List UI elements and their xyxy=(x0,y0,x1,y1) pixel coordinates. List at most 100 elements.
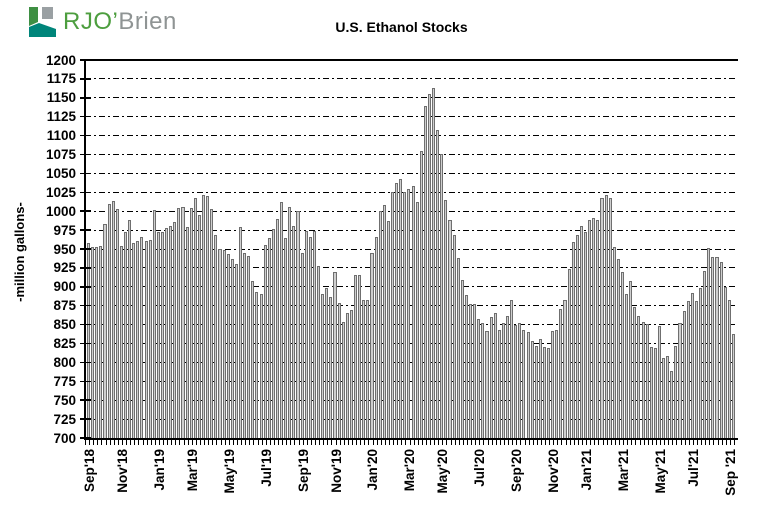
x-tick xyxy=(163,440,165,445)
x-tick xyxy=(331,440,333,445)
y-tick xyxy=(80,59,91,61)
x-tick-label: Nov'19 xyxy=(328,449,344,493)
bar xyxy=(596,219,600,438)
y-tick xyxy=(80,191,91,194)
bar xyxy=(115,208,119,438)
x-tick-label: Sep '21 xyxy=(722,449,738,496)
x-tick xyxy=(286,440,288,445)
bar xyxy=(505,315,510,438)
x-tick xyxy=(187,440,189,445)
x-tick-label: Nov'20 xyxy=(546,449,562,493)
x-tick xyxy=(635,440,637,445)
gridline xyxy=(85,286,737,288)
x-tick xyxy=(282,440,284,445)
bar xyxy=(427,94,431,438)
x-tick xyxy=(130,440,132,445)
x-tick xyxy=(212,440,214,445)
bar xyxy=(247,255,251,438)
x-tick xyxy=(434,440,436,445)
bar xyxy=(715,257,719,438)
bar xyxy=(432,87,436,438)
x-tick xyxy=(319,440,321,445)
bar xyxy=(255,292,259,438)
bar xyxy=(588,220,592,438)
bar xyxy=(666,356,670,438)
bar xyxy=(653,348,657,438)
bar xyxy=(616,258,620,438)
x-tick xyxy=(725,440,727,445)
y-axis-title: -million gallons- xyxy=(12,202,27,302)
x-tick xyxy=(680,440,682,445)
x-tick xyxy=(150,440,152,445)
bar xyxy=(464,295,468,438)
x-tick xyxy=(327,440,329,445)
y-tick-label: 1075 xyxy=(45,147,76,162)
x-tick xyxy=(462,440,464,445)
gridline xyxy=(85,229,737,231)
x-tick xyxy=(651,440,653,445)
x-tick xyxy=(89,440,91,445)
x-tick xyxy=(269,440,271,445)
x-tick xyxy=(528,440,530,445)
x-tick xyxy=(483,440,485,445)
x-tick xyxy=(126,440,128,445)
x-tick xyxy=(701,440,703,445)
x-tick-label: May'21 xyxy=(653,449,668,494)
x-tick xyxy=(158,440,160,445)
x-tick xyxy=(557,440,559,445)
x-tick xyxy=(672,440,674,445)
x-tick xyxy=(323,440,325,445)
gridline xyxy=(85,191,737,193)
bar xyxy=(197,214,201,438)
x-axis-line xyxy=(84,438,738,440)
y-tick-label: 1025 xyxy=(45,184,76,200)
bar xyxy=(674,345,678,438)
x-tick xyxy=(183,440,185,445)
x-tick xyxy=(590,440,592,445)
x-tick xyxy=(204,440,206,445)
x-tick xyxy=(692,440,694,445)
y-tick-label: 775 xyxy=(53,373,76,389)
bar xyxy=(160,231,164,438)
y-tick-label: 950 xyxy=(53,241,76,257)
x-tick xyxy=(195,440,197,445)
x-tick xyxy=(208,440,210,445)
bar xyxy=(140,236,144,438)
bar xyxy=(251,280,255,438)
x-tick xyxy=(138,440,140,445)
bar xyxy=(148,239,152,438)
x-tick xyxy=(660,440,662,445)
gridline xyxy=(85,399,737,401)
y-tick xyxy=(80,210,91,212)
chart-title: U.S. Ethanol Stocks xyxy=(335,19,468,35)
bar xyxy=(423,106,427,438)
bar xyxy=(214,234,218,438)
bar xyxy=(682,310,686,438)
x-tick xyxy=(639,440,641,445)
x-tick xyxy=(516,440,518,445)
bar xyxy=(87,242,91,438)
bar xyxy=(460,279,464,438)
bar xyxy=(210,208,214,438)
gridline xyxy=(85,78,737,80)
y-tick-label: 975 xyxy=(53,222,76,238)
bar xyxy=(600,198,604,438)
y-tick xyxy=(80,153,91,156)
x-tick xyxy=(491,440,493,445)
bar xyxy=(727,300,731,438)
bar xyxy=(362,300,366,438)
logo-text-rjo: RJO’ xyxy=(63,8,119,35)
y-tick xyxy=(80,134,91,137)
bar xyxy=(132,242,136,438)
x-tick xyxy=(253,440,255,445)
gridline xyxy=(85,418,737,420)
bar xyxy=(456,258,460,438)
x-tick-label: Mar'20 xyxy=(402,449,418,492)
x-tick xyxy=(676,440,678,445)
rjo-logo-icon xyxy=(29,7,56,37)
x-tick xyxy=(224,440,226,445)
y-tick-label: 875 xyxy=(53,298,76,314)
bar xyxy=(226,254,230,438)
x-tick-label: Jan'21 xyxy=(579,449,595,491)
